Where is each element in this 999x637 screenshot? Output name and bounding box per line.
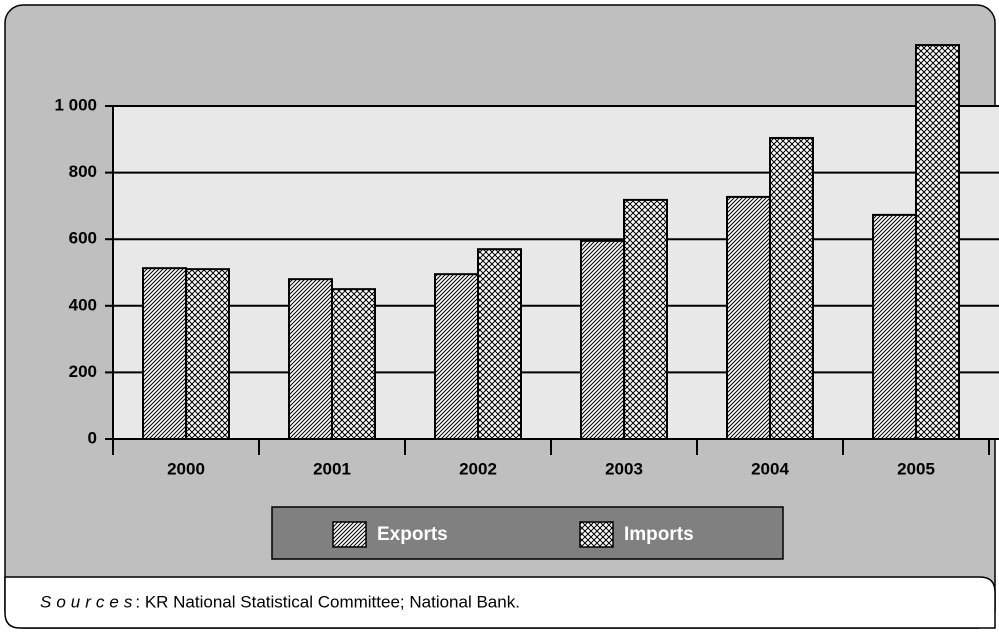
x-tick-label: 2004 xyxy=(751,459,789,478)
x-tick-label: 2003 xyxy=(605,459,643,478)
source-text: : KR National Statistical Committee; Nat… xyxy=(135,592,520,611)
source-box xyxy=(4,576,996,629)
bar xyxy=(288,278,333,440)
bar xyxy=(331,288,376,440)
x-tick-label: 2000 xyxy=(167,459,205,478)
bar xyxy=(623,198,668,440)
bar xyxy=(142,267,187,440)
bar xyxy=(769,136,814,441)
source-label: Sources xyxy=(40,592,137,611)
x-tick-label: 2001 xyxy=(313,459,351,478)
legend-label: Imports xyxy=(624,524,694,545)
y-tick-label: 200 xyxy=(69,362,97,381)
y-tick-label: 400 xyxy=(69,295,97,314)
legend-swatch xyxy=(332,521,367,548)
bar xyxy=(872,213,917,440)
plot-area xyxy=(113,106,999,439)
x-tick-label: 2005 xyxy=(897,459,935,478)
bar xyxy=(580,239,625,440)
y-tick-label: 800 xyxy=(69,162,97,181)
legend-label: Exports xyxy=(377,524,448,545)
x-tick-label: 2002 xyxy=(459,459,497,478)
bar xyxy=(477,248,522,440)
y-tick-label: 0 xyxy=(88,428,97,447)
bar xyxy=(726,195,771,440)
y-tick-label: 600 xyxy=(69,229,97,248)
bar xyxy=(915,44,960,440)
bar xyxy=(434,273,479,441)
y-tick-label: 1 000 xyxy=(54,95,97,114)
bar xyxy=(185,268,230,441)
legend-swatch xyxy=(579,521,614,548)
